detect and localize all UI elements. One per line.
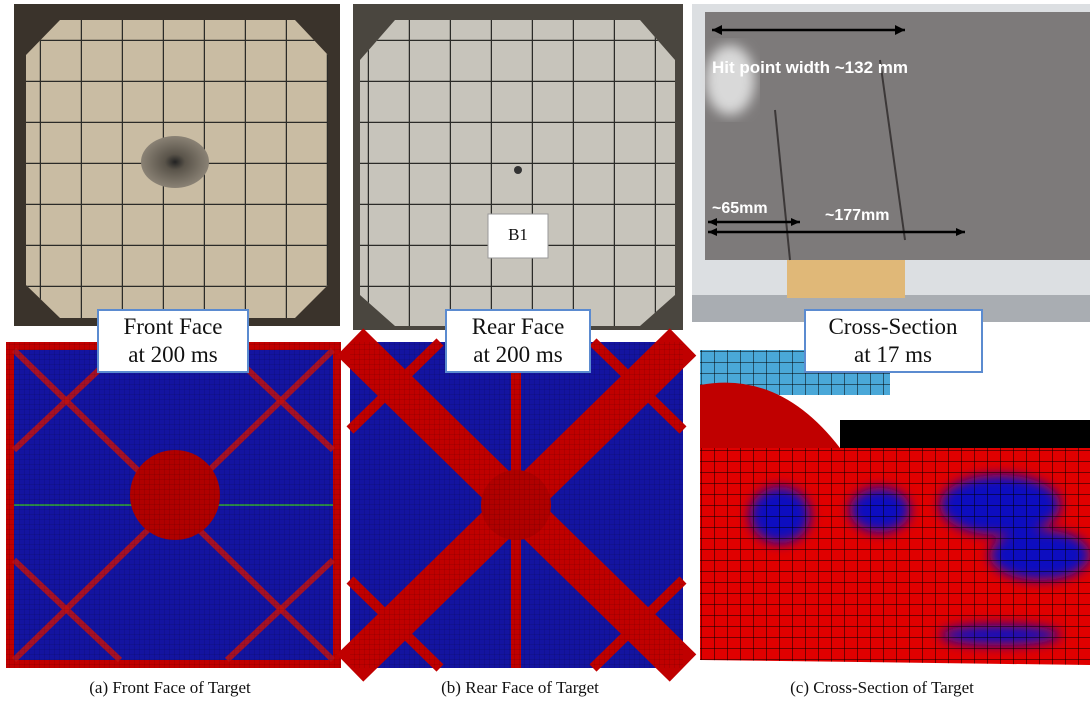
annotation: ~177mm bbox=[825, 207, 890, 224]
label-line: at 200 ms bbox=[473, 342, 562, 367]
label-box: Cross-Section at 17 ms bbox=[805, 310, 982, 372]
caption: (c) Cross-Section of Target bbox=[790, 678, 974, 697]
rear-photo: B1 bbox=[353, 4, 683, 330]
label-line: at 200 ms bbox=[128, 342, 217, 367]
front-simulation bbox=[6, 342, 341, 668]
caption: (b) Rear Face of Target bbox=[441, 678, 599, 697]
cross-section-photo: Hit point width ~132 mm ~65mm ~177mm bbox=[692, 4, 1090, 322]
label-box: Rear Face at 200 ms bbox=[446, 310, 590, 372]
label-line: Rear Face bbox=[472, 314, 565, 339]
figure: B1 Hit point width ~132 mm ~65mm ~177mm bbox=[0, 0, 1090, 703]
specimen-tag: B1 bbox=[508, 225, 528, 244]
label-line: Cross-Section bbox=[828, 314, 958, 339]
label-line: Front Face bbox=[123, 314, 222, 339]
rear-simulation bbox=[350, 342, 683, 668]
caption: (a) Front Face of Target bbox=[89, 678, 251, 697]
label-line: at 17 ms bbox=[854, 342, 932, 367]
annotation: Hit point width ~132 mm bbox=[712, 58, 908, 77]
label-box: Front Face at 200 ms bbox=[98, 310, 248, 372]
front-photo bbox=[14, 4, 340, 326]
annotation: ~65mm bbox=[712, 200, 768, 217]
cross-section-simulation bbox=[700, 350, 1090, 665]
